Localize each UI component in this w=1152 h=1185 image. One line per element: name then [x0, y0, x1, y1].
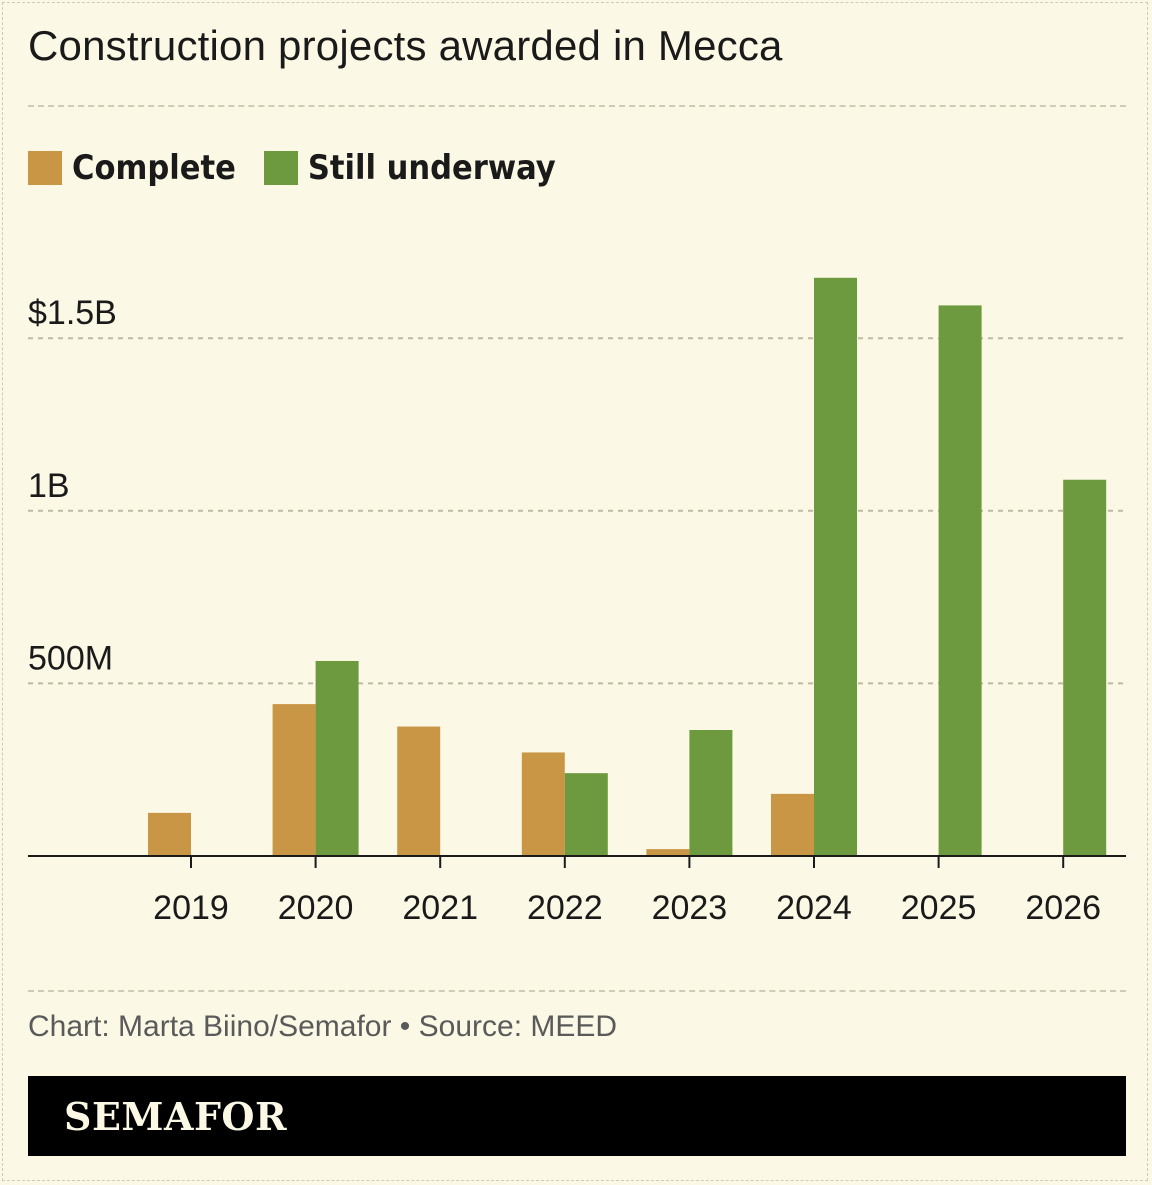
bar-complete-2021	[397, 726, 441, 856]
x-tick-label-2020: 2020	[278, 889, 354, 927]
x-tick-label-2019: 2019	[153, 889, 229, 927]
legend-label-still-underway: Still underway	[307, 148, 556, 188]
footer-bar: SEMAFOR	[28, 1076, 1126, 1156]
bar-still-underway-2025	[938, 305, 982, 856]
legend-item-complete: Complete	[28, 148, 236, 188]
footer-divider	[28, 990, 1126, 992]
legend-swatch-complete	[28, 151, 62, 185]
source-credit: Chart: Marta Biino/Semafor • Source: MEE…	[28, 1010, 618, 1043]
header-divider	[28, 105, 1126, 107]
bar-chart: 500M 1B $1.5B 2019 2020 2021 2022 2023 2024 2025 2…	[28, 277, 1126, 927]
bar-complete-2024	[771, 793, 814, 856]
bar-still-underway-2026	[1063, 479, 1107, 856]
legend-label-complete: Complete	[72, 148, 236, 188]
y-tick-label-0: 500M	[28, 639, 113, 677]
x-tick-label-2026: 2026	[1025, 889, 1101, 927]
bar-complete-2023	[646, 849, 690, 856]
semafor-logo: SEMAFOR	[64, 1094, 288, 1139]
x-tick-label-2025: 2025	[901, 889, 977, 927]
y-tick-label-1: 1B	[28, 467, 70, 505]
bar-complete-2022	[521, 752, 565, 856]
legend-swatch-still-underway	[263, 151, 298, 185]
bar-complete-2020	[272, 704, 316, 856]
x-tick-label-2023: 2023	[652, 889, 728, 927]
bar-complete-2019	[148, 812, 191, 856]
chart-title: Construction projects awarded in Mecca	[28, 22, 783, 69]
bar-still-underway-2024	[814, 277, 857, 856]
x-tick-label-2024: 2024	[776, 889, 852, 927]
legend: Complete Still underway	[28, 148, 584, 188]
bar-still-underway-2022	[564, 773, 608, 856]
bar-still-underway-2020	[315, 660, 359, 856]
bar-still-underway-2023	[689, 730, 733, 856]
legend-item-still-underway: Still underway	[263, 148, 556, 188]
x-tick-label-2021: 2021	[402, 889, 478, 927]
y-tick-label-2: $1.5B	[28, 294, 117, 332]
x-tick-label-2022: 2022	[527, 889, 603, 927]
